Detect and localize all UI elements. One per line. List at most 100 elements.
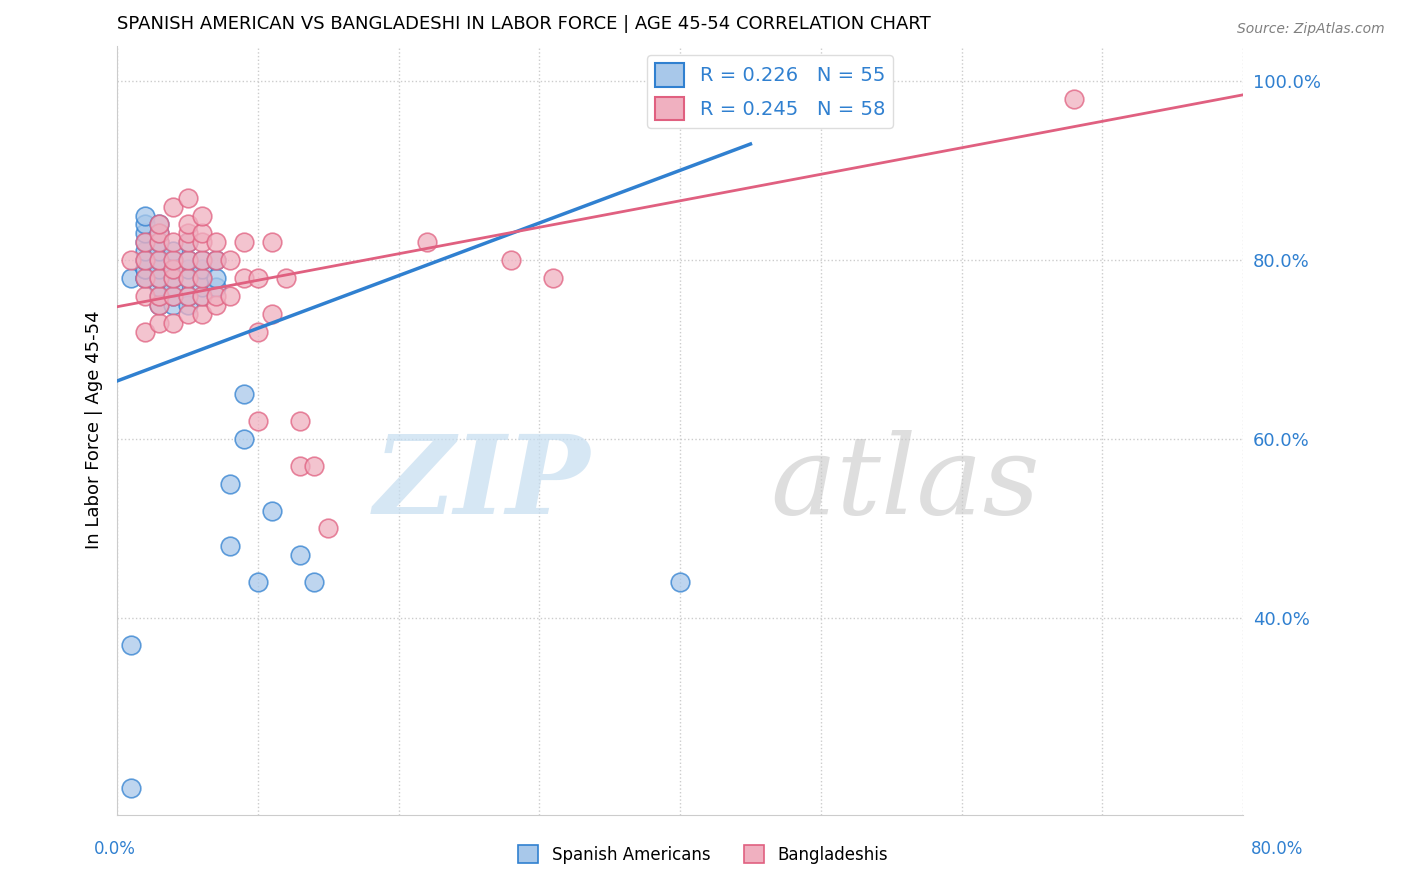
Legend: Spanish Americans, Bangladeshis: Spanish Americans, Bangladeshis xyxy=(512,838,894,871)
Point xyxy=(148,235,170,250)
Point xyxy=(204,280,226,294)
Point xyxy=(176,271,198,285)
Point xyxy=(162,316,184,330)
Point xyxy=(134,271,156,285)
Point xyxy=(204,253,226,268)
Point xyxy=(120,780,142,795)
Point xyxy=(134,244,156,259)
Point xyxy=(148,289,170,303)
Point xyxy=(190,271,212,285)
Point xyxy=(162,262,184,277)
Point xyxy=(218,253,240,268)
Point xyxy=(302,458,325,473)
Point xyxy=(246,271,269,285)
Point xyxy=(176,262,198,277)
Point xyxy=(176,289,198,303)
Point xyxy=(232,432,254,446)
Point xyxy=(148,271,170,285)
Point xyxy=(162,262,184,277)
Point xyxy=(176,227,198,241)
Point xyxy=(148,218,170,232)
Point xyxy=(134,289,156,303)
Point xyxy=(120,271,142,285)
Point xyxy=(218,289,240,303)
Point xyxy=(190,253,212,268)
Point xyxy=(232,271,254,285)
Point xyxy=(274,271,297,285)
Point xyxy=(162,271,184,285)
Point xyxy=(288,414,311,428)
Point xyxy=(134,253,156,268)
Point xyxy=(260,235,283,250)
Point xyxy=(501,253,523,268)
Point xyxy=(190,289,212,303)
Text: atlas: atlas xyxy=(770,430,1040,538)
Point xyxy=(148,289,170,303)
Point xyxy=(246,575,269,590)
Point xyxy=(134,325,156,339)
Point xyxy=(316,521,339,535)
Point xyxy=(134,262,156,277)
Point xyxy=(134,235,156,250)
Point xyxy=(148,316,170,330)
Point xyxy=(204,271,226,285)
Point xyxy=(218,539,240,553)
Point xyxy=(148,235,170,250)
Point xyxy=(162,253,184,268)
Point xyxy=(218,476,240,491)
Point xyxy=(134,253,156,268)
Point xyxy=(190,307,212,321)
Point xyxy=(162,235,184,250)
Y-axis label: In Labor Force | Age 45-54: In Labor Force | Age 45-54 xyxy=(86,310,103,549)
Point xyxy=(162,289,184,303)
Point xyxy=(162,244,184,259)
Point xyxy=(176,191,198,205)
Point xyxy=(162,253,184,268)
Text: Source: ZipAtlas.com: Source: ZipAtlas.com xyxy=(1237,22,1385,37)
Point xyxy=(190,289,212,303)
Point xyxy=(260,307,283,321)
Legend: R = 0.226   N = 55, R = 0.245   N = 58: R = 0.226 N = 55, R = 0.245 N = 58 xyxy=(647,55,893,128)
Point xyxy=(134,271,156,285)
Point xyxy=(232,387,254,401)
Point xyxy=(148,298,170,312)
Point xyxy=(190,235,212,250)
Point xyxy=(416,235,439,250)
Point xyxy=(669,575,692,590)
Point xyxy=(134,253,156,268)
Point xyxy=(148,298,170,312)
Point xyxy=(190,253,212,268)
Point xyxy=(190,209,212,223)
Text: 80.0%: 80.0% xyxy=(1250,840,1303,858)
Point xyxy=(176,307,198,321)
Point xyxy=(148,227,170,241)
Point xyxy=(162,298,184,312)
Point xyxy=(148,218,170,232)
Point xyxy=(204,298,226,312)
Point xyxy=(148,271,170,285)
Point xyxy=(134,262,156,277)
Point xyxy=(190,227,212,241)
Point xyxy=(134,271,156,285)
Point xyxy=(148,280,170,294)
Point xyxy=(120,253,142,268)
Point xyxy=(204,289,226,303)
Point xyxy=(176,218,198,232)
Point xyxy=(176,271,198,285)
Point xyxy=(1063,92,1085,106)
Point xyxy=(288,458,311,473)
Point xyxy=(120,638,142,652)
Point xyxy=(176,298,198,312)
Point xyxy=(162,280,184,294)
Point xyxy=(176,235,198,250)
Point xyxy=(176,253,198,268)
Point xyxy=(134,209,156,223)
Text: SPANISH AMERICAN VS BANGLADESHI IN LABOR FORCE | AGE 45-54 CORRELATION CHART: SPANISH AMERICAN VS BANGLADESHI IN LABOR… xyxy=(117,15,931,33)
Point xyxy=(260,503,283,517)
Point xyxy=(543,271,565,285)
Point xyxy=(246,325,269,339)
Point xyxy=(190,271,212,285)
Point xyxy=(148,227,170,241)
Point xyxy=(176,289,198,303)
Point xyxy=(162,289,184,303)
